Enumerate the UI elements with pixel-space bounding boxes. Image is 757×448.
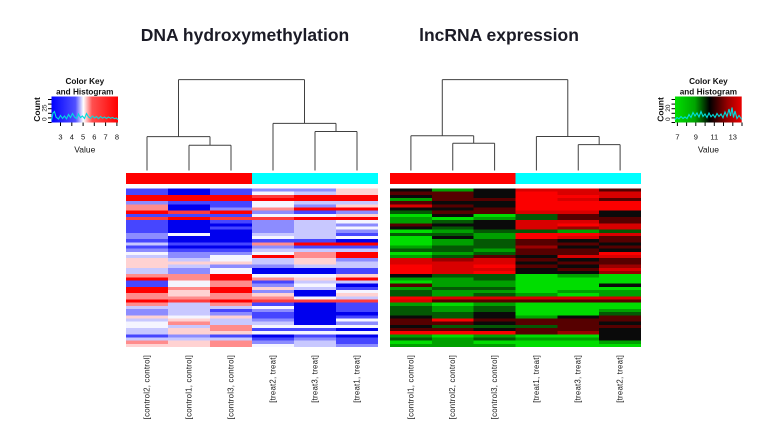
svg-text:[control1, control]: [control1, control] — [406, 355, 415, 419]
svg-text:6: 6 — [92, 133, 96, 142]
svg-text:and Histogram: and Histogram — [680, 88, 737, 97]
svg-text:lncRNA expression: lncRNA expression — [419, 25, 579, 45]
svg-text:0: 0 — [665, 117, 672, 121]
svg-text:5: 5 — [81, 133, 85, 142]
svg-text:[treat3, treat]: [treat3, treat] — [310, 355, 319, 403]
svg-text:Count: Count — [656, 97, 666, 122]
svg-text:[treat2, treat]: [treat2, treat] — [616, 355, 625, 403]
svg-text:13: 13 — [729, 133, 737, 142]
svg-text:0: 0 — [42, 117, 49, 121]
svg-text:20: 20 — [665, 104, 672, 112]
svg-text:[treat1, treat]: [treat1, treat] — [532, 355, 541, 403]
svg-text:11: 11 — [710, 133, 718, 142]
svg-text:[treat3, treat]: [treat3, treat] — [574, 355, 583, 403]
svg-text:[control2, control]: [control2, control] — [448, 355, 457, 419]
svg-text:Value: Value — [74, 145, 95, 155]
svg-text:25: 25 — [42, 104, 49, 112]
svg-text:7: 7 — [104, 133, 108, 142]
svg-text:9: 9 — [694, 133, 698, 142]
svg-text:DNA hydroxymethylation: DNA hydroxymethylation — [141, 25, 349, 45]
svg-text:[control3, control]: [control3, control] — [490, 355, 499, 419]
svg-text:3: 3 — [58, 133, 62, 142]
svg-text:Color Key: Color Key — [689, 77, 728, 86]
svg-text:Color Key: Color Key — [65, 77, 104, 86]
svg-text:[control2, control]: [control2, control] — [142, 355, 151, 419]
svg-text:[treat1, treat]: [treat1, treat] — [352, 355, 361, 403]
svg-text:Value: Value — [698, 145, 719, 155]
svg-text:8: 8 — [115, 133, 119, 142]
svg-text:[control3, control]: [control3, control] — [226, 355, 235, 419]
svg-text:and Histogram: and Histogram — [56, 88, 113, 97]
svg-text:Count: Count — [32, 97, 42, 122]
svg-text:[control1, control]: [control1, control] — [184, 355, 193, 419]
svg-text:7: 7 — [675, 133, 679, 142]
svg-text:4: 4 — [70, 133, 74, 142]
svg-text:[treat2, treat]: [treat2, treat] — [268, 355, 277, 403]
